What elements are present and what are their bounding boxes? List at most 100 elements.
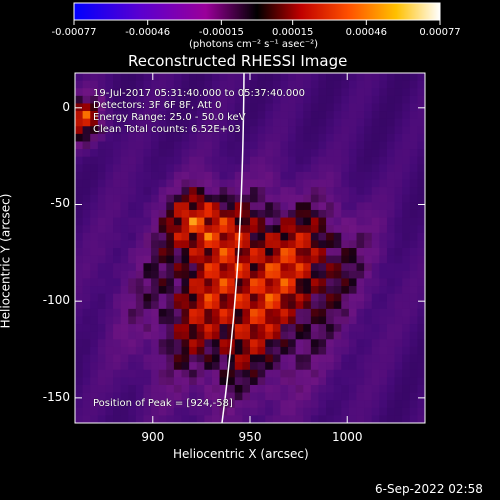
heatmap-cell — [402, 187, 411, 196]
heatmap-cell — [356, 179, 365, 188]
heatmap-cell — [348, 141, 357, 150]
heatmap-cell — [402, 126, 411, 135]
heatmap-cell — [310, 286, 319, 294]
heatmap-cell — [356, 278, 365, 287]
heatmap-cell — [280, 407, 289, 416]
heatmap-cell — [234, 73, 243, 81]
heatmap-cell — [242, 263, 251, 272]
heatmap-cell — [364, 225, 373, 234]
heatmap-cell — [417, 248, 425, 256]
heatmap-cell — [219, 164, 228, 173]
heatmap-cell — [295, 103, 304, 112]
heatmap-cell — [303, 346, 312, 355]
heatmap-cell — [82, 179, 91, 188]
heatmap-cell — [166, 95, 175, 104]
heatmap-cell — [204, 278, 213, 287]
heatmap-cell — [402, 156, 411, 165]
heatmap-cell — [227, 392, 236, 401]
heatmap-cell — [280, 324, 289, 332]
heatmap-cell — [402, 278, 411, 287]
heatmap-cell — [204, 164, 213, 173]
heatmap-cell — [310, 407, 319, 416]
heatmap-cell — [417, 278, 425, 287]
heatmap-cell — [227, 400, 236, 409]
heatmap-cell — [105, 126, 114, 135]
heatmap-cell — [135, 331, 144, 340]
heatmap-cell — [113, 202, 121, 211]
heatmap-cell — [348, 111, 357, 119]
heatmap-cell — [318, 171, 327, 180]
heatmap-cell — [82, 225, 91, 234]
heatmap-cell — [394, 171, 403, 180]
heatmap-cell — [227, 354, 236, 363]
heatmap-cell — [318, 384, 327, 393]
heatmap-cell — [234, 103, 243, 112]
heatmap-cell — [333, 209, 342, 218]
heatmap-cell — [173, 301, 182, 310]
heatmap-cell — [227, 88, 236, 97]
heatmap-cell — [189, 331, 198, 340]
heatmap-cell — [318, 400, 327, 409]
heatmap-cell — [417, 111, 425, 119]
heatmap-cell — [90, 369, 99, 378]
heatmap-cell — [379, 301, 388, 310]
heatmap-cell — [386, 217, 395, 226]
heatmap-cell — [234, 263, 243, 272]
heatmap-cell — [348, 126, 357, 135]
heatmap-cell — [371, 339, 380, 348]
heatmap-cell — [257, 286, 266, 294]
heatmap-cell — [242, 392, 251, 401]
heatmap-cell — [386, 270, 395, 279]
heatmap-cell — [394, 126, 403, 135]
heatmap-cell — [227, 301, 236, 310]
heatmap-cell — [409, 354, 418, 363]
heatmap-cell — [151, 415, 159, 423]
heatmap-cell — [371, 126, 380, 135]
colorbar-tick-label: 0.00077 — [419, 27, 461, 38]
heatmap-cell — [166, 171, 175, 180]
heatmap-cell — [265, 377, 274, 386]
heatmap-cell — [379, 263, 388, 272]
heatmap-cell — [242, 225, 251, 234]
heatmap-cell — [379, 118, 388, 127]
heatmap-cell — [386, 392, 395, 401]
heatmap-cell — [348, 369, 357, 378]
heatmap-cell — [417, 384, 425, 393]
heatmap-cell — [158, 111, 167, 119]
heatmap-cell — [409, 225, 418, 234]
annotation-peak: Position of Peak = [924,-58] — [93, 398, 233, 409]
heatmap-cell — [257, 141, 266, 150]
heatmap-cell — [364, 73, 373, 81]
colorbar-tick-label: -0.00046 — [125, 27, 171, 38]
heatmap-cell — [219, 149, 228, 157]
heatmap-cell — [227, 248, 236, 256]
heatmap-cell — [364, 187, 373, 196]
heatmap-cell — [151, 308, 159, 317]
heatmap-cell — [341, 111, 350, 119]
heatmap-cell — [364, 171, 373, 180]
heatmap-cell — [143, 286, 152, 294]
heatmap-cell — [181, 171, 190, 180]
heatmap-cell — [364, 118, 373, 127]
heatmap-cell — [189, 384, 198, 393]
heatmap-cell — [326, 324, 334, 332]
heatmap-cell — [196, 232, 205, 241]
heatmap-cell — [371, 415, 380, 423]
heatmap-cell — [318, 80, 327, 89]
heatmap-cell — [303, 270, 312, 279]
heatmap-cell — [82, 156, 91, 165]
heatmap-cell — [386, 308, 395, 317]
heatmap-cell — [379, 171, 388, 180]
heatmap-cell — [189, 369, 198, 378]
heatmap-cell — [348, 339, 357, 348]
heatmap-cell — [158, 73, 167, 81]
heatmap-cell — [90, 80, 99, 89]
heatmap-cell — [113, 248, 121, 256]
heatmap-cell — [265, 141, 274, 150]
heatmap-cell — [280, 126, 289, 135]
heatmap-cell — [417, 270, 425, 279]
heatmap-cell — [402, 209, 411, 218]
solar-limb-line — [221, 73, 245, 423]
heatmap-cell — [288, 331, 296, 340]
heatmap-cell — [250, 293, 258, 302]
